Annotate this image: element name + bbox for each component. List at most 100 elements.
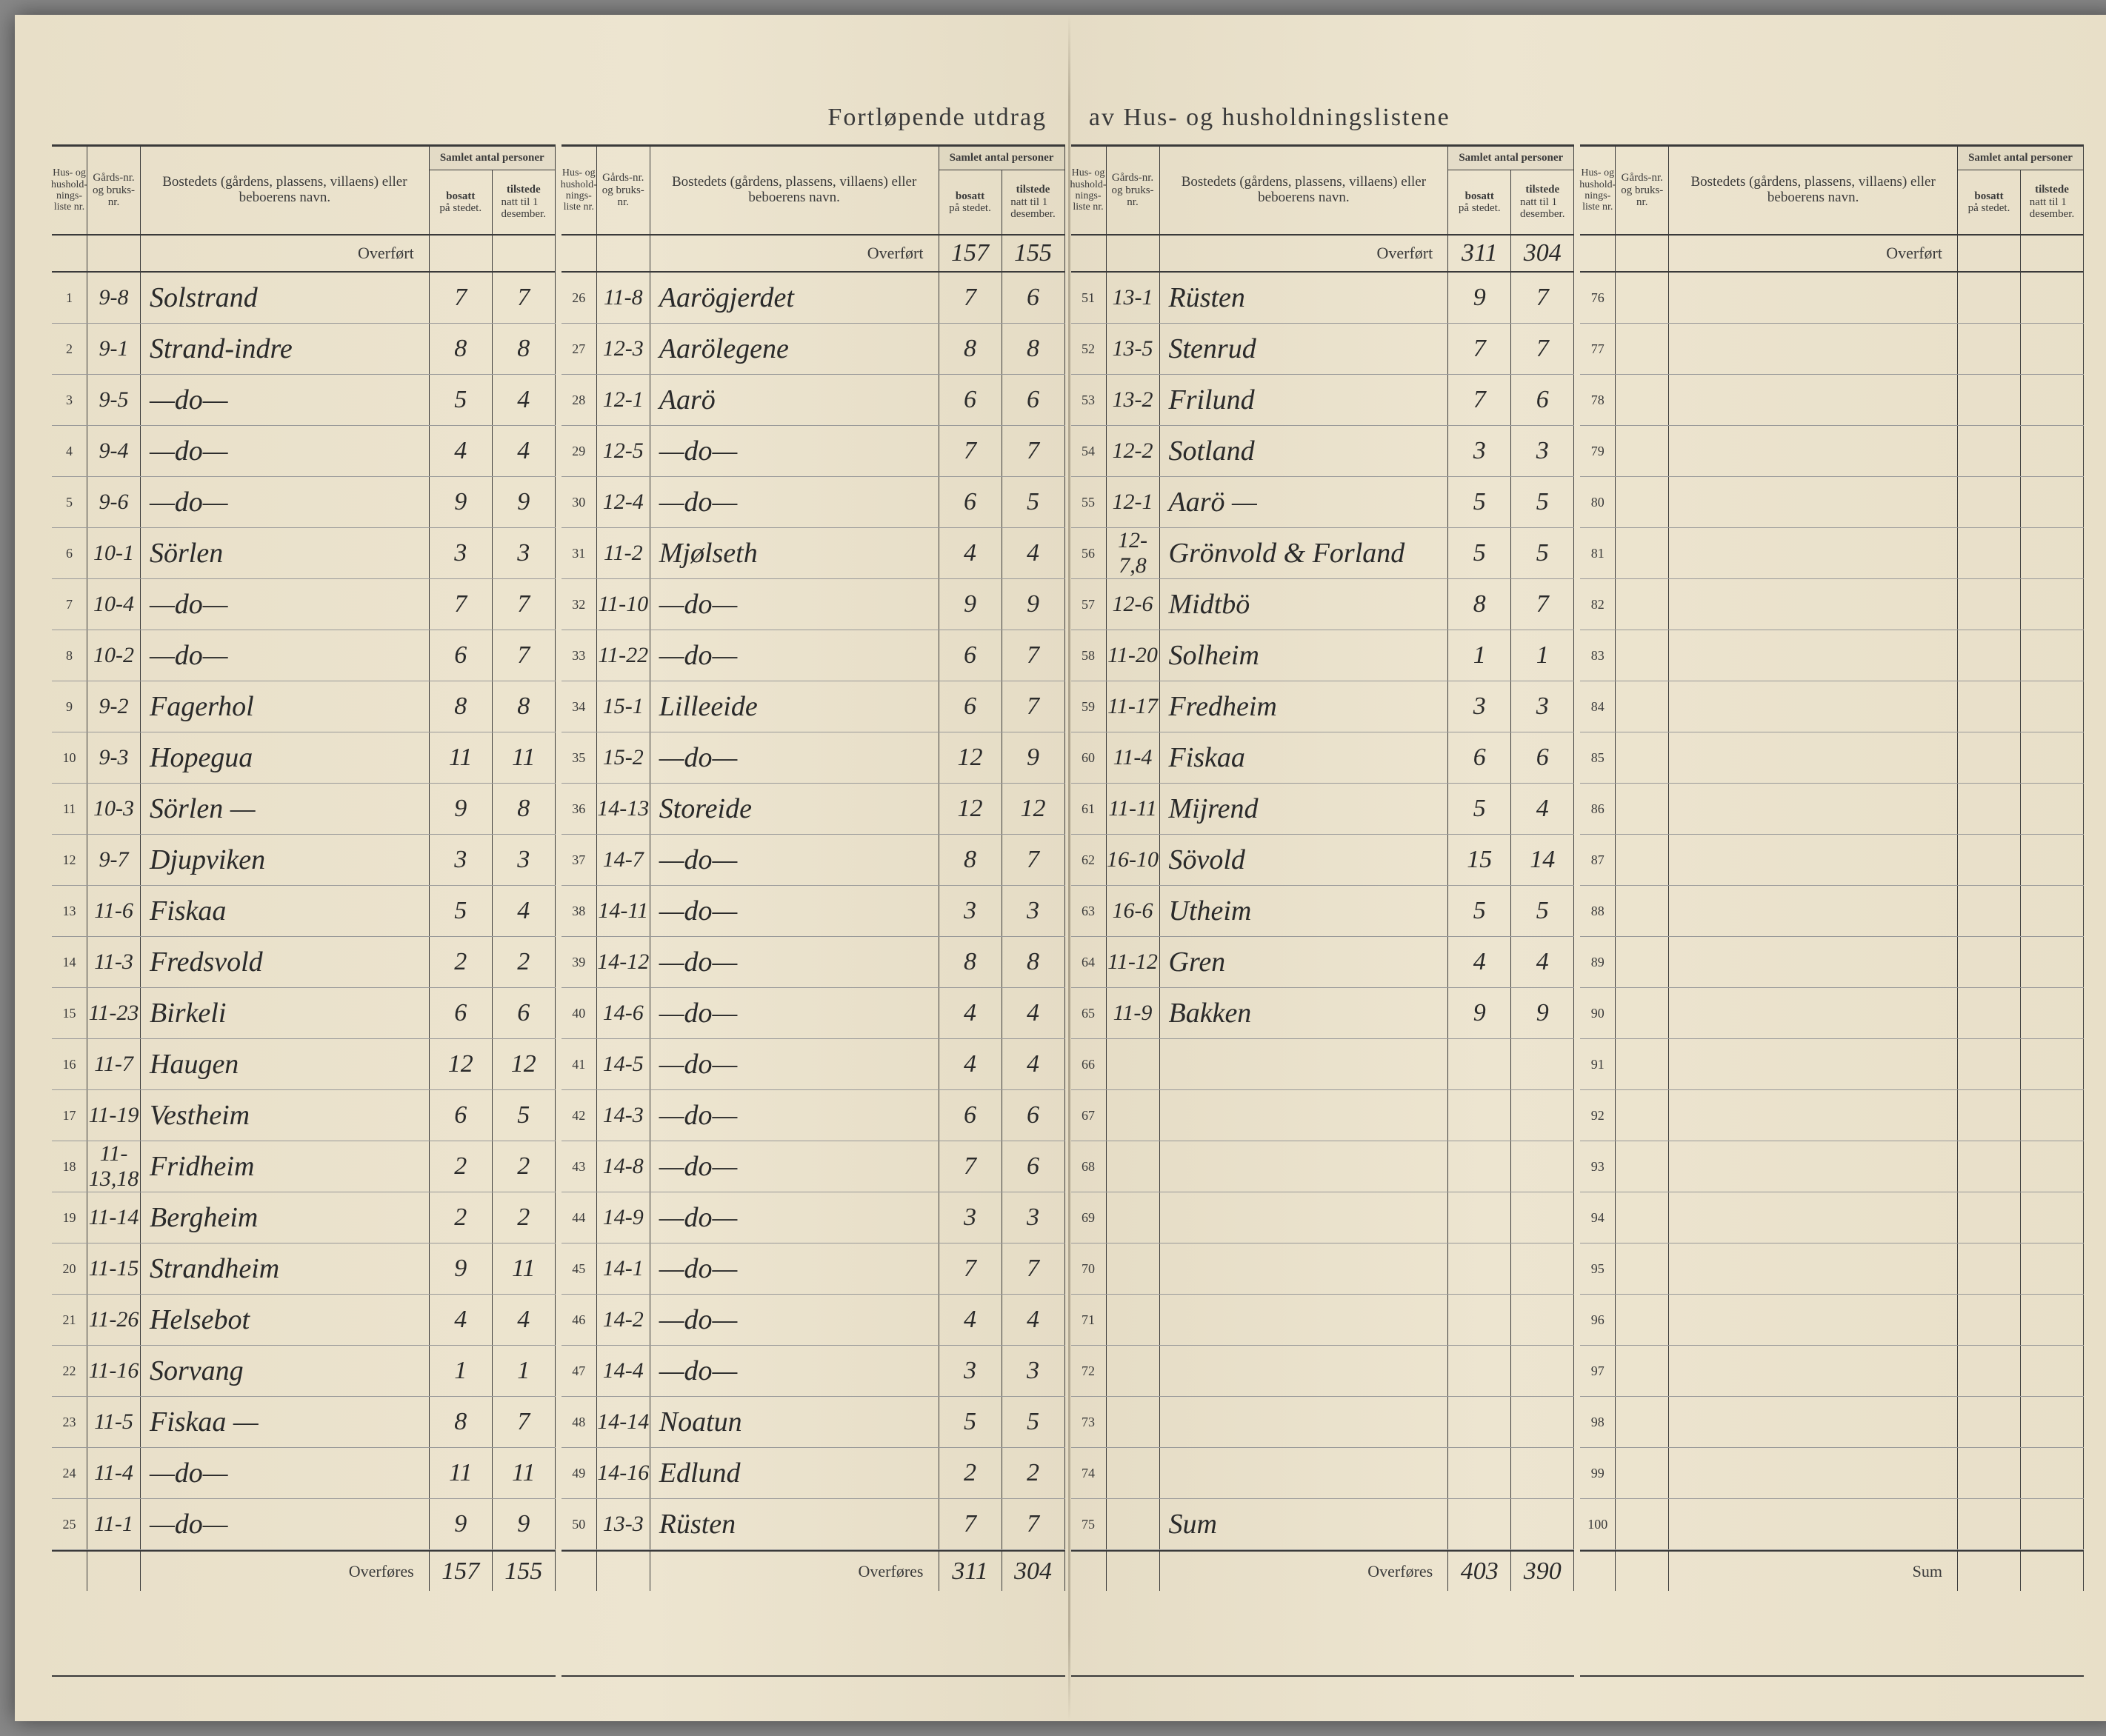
row-tilstede <box>2021 477 2084 527</box>
row-bosatt: 3 <box>939 1346 1002 1396</box>
row-gards <box>1616 1346 1669 1396</box>
row-gards: 11-20 <box>1107 630 1160 681</box>
row-bosatt: 9 <box>939 579 1002 630</box>
table-row: 43 14-8 —do— 7 6 <box>562 1141 1065 1192</box>
table-row: 56 12-7,8 Grönvold & Forland 5 5 <box>1071 528 1575 579</box>
row-navn: —do— <box>650 1039 939 1089</box>
table-row: 86 <box>1580 784 2084 835</box>
row-navn: —do— <box>650 1192 939 1243</box>
row-bosatt <box>1448 1346 1511 1396</box>
row-tilstede: 7 <box>1002 630 1065 681</box>
row-tilstede <box>1511 1346 1574 1396</box>
row-tilstede <box>2021 273 2084 323</box>
row-tilstede: 9 <box>1002 579 1065 630</box>
row-bosatt: 8 <box>430 681 493 732</box>
header-gards: Gårds-nr. og bruks-nr. <box>597 147 650 234</box>
row-gards <box>1616 784 1669 834</box>
row-tilstede: 12 <box>493 1039 556 1089</box>
header-bosted: Bostedets (gårdens, plassens, villaens) … <box>1669 147 1958 234</box>
row-bosatt: 3 <box>939 886 1002 936</box>
row-gards: 12-3 <box>597 324 650 374</box>
table-row: 42 14-3 —do— 6 6 <box>562 1090 1065 1141</box>
row-navn <box>1669 784 1958 834</box>
row-nr: 3 <box>52 375 87 425</box>
row-tilstede <box>2021 886 2084 936</box>
table-row: 28 12-1 Aarö 6 6 <box>562 375 1065 426</box>
row-gards: 13-1 <box>1107 273 1160 323</box>
row-bosatt: 12 <box>430 1039 493 1089</box>
row-nr: 83 <box>1580 630 1616 681</box>
table-row: 49 14-16 Edlund 2 2 <box>562 1448 1065 1499</box>
row-nr: 30 <box>562 477 597 527</box>
ledger-columns: Hus- og hushold-nings-liste nr. Gårds-nr… <box>52 144 2084 1677</box>
row-tilstede: 4 <box>493 1295 556 1345</box>
row-nr: 86 <box>1580 784 1616 834</box>
row-tilstede: 1 <box>493 1346 556 1396</box>
table-row: 75 Sum <box>1071 1499 1575 1550</box>
row-tilstede: 4 <box>493 375 556 425</box>
row-navn <box>1669 988 1958 1038</box>
row-nr: 41 <box>562 1039 597 1089</box>
row-gards: 10-1 <box>87 528 141 578</box>
row-bosatt <box>1448 1397 1511 1447</box>
row-navn: Lilleeide <box>650 681 939 732</box>
row-navn <box>1160 1141 1449 1192</box>
row-nr: 81 <box>1580 528 1616 578</box>
table-row: 12 9-7 Djupviken 3 3 <box>52 835 556 886</box>
row-gards <box>1616 988 1669 1038</box>
row-nr: 25 <box>52 1499 87 1549</box>
row-bosatt <box>1958 1141 2021 1192</box>
row-tilstede: 12 <box>1002 784 1065 834</box>
row-tilstede: 7 <box>1002 681 1065 732</box>
row-navn: Mjølseth <box>650 528 939 578</box>
ledger-column: Hus- og hushold-nings-liste nr. Gårds-nr… <box>1071 144 1575 1677</box>
row-nr: 46 <box>562 1295 597 1345</box>
row-navn: Fiskaa <box>1160 732 1449 783</box>
row-gards: 14-2 <box>597 1295 650 1345</box>
row-bosatt <box>1958 1243 2021 1294</box>
row-tilstede <box>1511 1448 1574 1498</box>
row-nr: 24 <box>52 1448 87 1498</box>
row-gards: 11-26 <box>87 1295 141 1345</box>
row-tilstede: 11 <box>493 1448 556 1498</box>
table-row: 39 14-12 —do— 8 8 <box>562 937 1065 988</box>
table-row: 17 11-19 Vestheim 6 5 <box>52 1090 556 1141</box>
row-navn <box>1160 1090 1449 1141</box>
row-tilstede: 7 <box>1511 324 1574 374</box>
row-nr: 43 <box>562 1141 597 1192</box>
row-nr: 52 <box>1071 324 1107 374</box>
row-gards <box>1616 1448 1669 1498</box>
row-nr: 35 <box>562 732 597 783</box>
row-bosatt: 6 <box>939 681 1002 732</box>
row-tilstede: 7 <box>493 630 556 681</box>
header-nr: Hus- og hushold-nings-liste nr. <box>1071 147 1107 234</box>
row-tilstede: 6 <box>1511 732 1574 783</box>
row-nr: 9 <box>52 681 87 732</box>
row-navn: —do— <box>650 937 939 987</box>
row-tilstede <box>2021 1039 2084 1089</box>
row-navn: —do— <box>650 732 939 783</box>
row-gards <box>1107 1346 1160 1396</box>
header-bosted: Bostedets (gårdens, plassens, villaens) … <box>650 147 939 234</box>
column-header: Hus- og hushold-nings-liste nr. Gårds-nr… <box>52 147 556 236</box>
row-nr: 26 <box>562 273 597 323</box>
sum-label: Sum <box>1669 1552 1958 1591</box>
row-gards: 9-6 <box>87 477 141 527</box>
row-gards <box>1616 886 1669 936</box>
row-nr: 82 <box>1580 579 1616 630</box>
row-tilstede <box>2021 1141 2084 1192</box>
row-nr: 69 <box>1071 1192 1107 1243</box>
row-nr: 85 <box>1580 732 1616 783</box>
row-bosatt: 8 <box>430 1397 493 1447</box>
row-gards: 14-16 <box>597 1448 650 1498</box>
row-bosatt: 9 <box>1448 273 1511 323</box>
table-row: 33 11-22 —do— 6 7 <box>562 630 1065 681</box>
row-nr: 38 <box>562 886 597 936</box>
row-gards: 14-3 <box>597 1090 650 1141</box>
row-bosatt: 8 <box>939 324 1002 374</box>
row-nr: 39 <box>562 937 597 987</box>
row-nr: 10 <box>52 732 87 783</box>
row-navn <box>1669 426 1958 476</box>
row-tilstede: 5 <box>1511 886 1574 936</box>
row-navn: —do— <box>650 579 939 630</box>
